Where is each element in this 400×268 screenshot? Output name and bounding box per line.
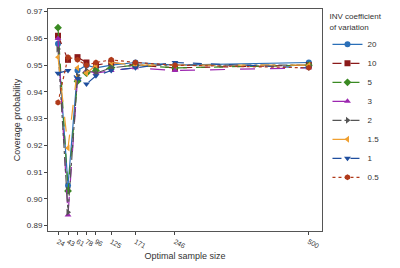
svg-text:24: 24: [56, 238, 66, 248]
svg-text:INV coefficientof variation: INV coefficientof variation: [329, 12, 381, 31]
svg-text:0.93: 0.93: [27, 114, 43, 123]
svg-text:0.89: 0.89: [27, 221, 43, 230]
svg-text:Coverage probability: Coverage probability: [12, 78, 22, 161]
svg-text:0.97: 0.97: [27, 7, 43, 16]
svg-text:1: 1: [367, 154, 372, 163]
svg-text:61: 61: [75, 238, 85, 248]
svg-text:0.95: 0.95: [27, 61, 43, 70]
svg-text:Optimal sample size: Optimal sample size: [144, 251, 225, 261]
svg-text:0.90: 0.90: [27, 195, 43, 204]
svg-text:0.91: 0.91: [27, 168, 43, 177]
svg-text:0.94: 0.94: [27, 88, 43, 97]
svg-text:96: 96: [94, 238, 104, 248]
svg-text:0.5: 0.5: [367, 173, 379, 182]
svg-text:246: 246: [173, 238, 187, 250]
svg-text:0.92: 0.92: [27, 141, 43, 150]
svg-text:43: 43: [66, 238, 76, 248]
svg-text:3: 3: [367, 97, 372, 106]
svg-text:5: 5: [367, 78, 372, 87]
svg-text:171: 171: [133, 238, 147, 250]
svg-text:10: 10: [367, 59, 376, 68]
svg-text:125: 125: [109, 238, 123, 250]
svg-text:2: 2: [367, 116, 372, 125]
svg-text:0.96: 0.96: [27, 34, 43, 43]
svg-text:1.5: 1.5: [367, 135, 379, 144]
svg-text:500: 500: [307, 238, 321, 250]
svg-text:20: 20: [367, 40, 376, 49]
svg-text:78: 78: [84, 238, 94, 248]
